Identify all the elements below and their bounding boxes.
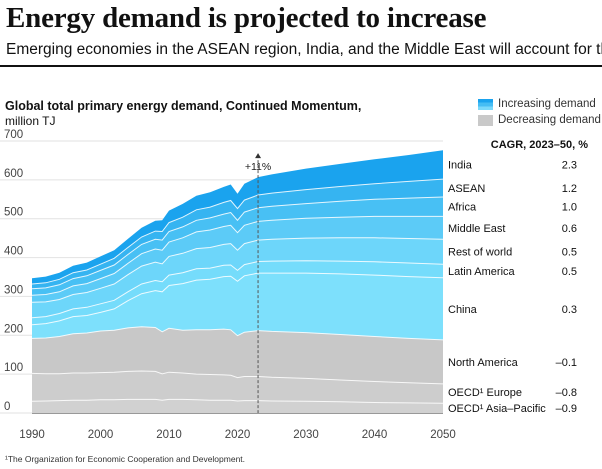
series-label: OECD¹ Europe [448, 387, 522, 399]
series-cagr-value: 0.5 [562, 247, 577, 259]
chart-title: Global total primary energy demand, Cont… [5, 99, 362, 113]
y-tick-label: 400 [4, 246, 23, 258]
legend-label: Increasing demand [498, 98, 596, 110]
band-separator [31, 260, 444, 319]
band-separator [31, 196, 444, 290]
area-oecd-asia-pacific [32, 399, 443, 413]
series-label: North America [448, 357, 519, 369]
series-label: China [448, 304, 478, 316]
page-title: Energy demand is projected to increase [6, 2, 487, 34]
x-tick-label: 2010 [156, 429, 182, 441]
area-india [32, 150, 443, 284]
band-separator [31, 178, 444, 285]
y-tick-label: 600 [4, 168, 23, 180]
area-north-america [32, 326, 443, 384]
y-tick-label: 0 [4, 401, 10, 413]
area-rest-of-world [32, 237, 443, 318]
x-tick-label: 2030 [293, 429, 319, 441]
series-cagr-value: –0.9 [556, 403, 577, 415]
area-oecd-europe [32, 371, 443, 404]
series-label: ASEAN [448, 183, 485, 195]
band-separator [31, 370, 444, 385]
area-middle-east [32, 216, 443, 303]
cagr-header: CAGR, 2023–50, % [491, 139, 588, 151]
area-latin-america [32, 260, 443, 325]
x-tick-label: 2000 [88, 429, 114, 441]
band-separator [31, 398, 444, 404]
series-cagr-value: 0.6 [562, 223, 577, 235]
x-tick-label: 1990 [19, 429, 45, 441]
series-cagr-value: 0.3 [562, 304, 577, 316]
x-tick-label: 2040 [362, 429, 388, 441]
chart-unit-label: million TJ [5, 114, 56, 128]
series-cagr-value: 2.3 [562, 160, 577, 172]
y-tick-label: 500 [4, 207, 23, 219]
legend-label: Decreasing demand [498, 114, 601, 126]
page-subtitle: Emerging economies in the ASEAN region, … [6, 41, 602, 58]
annotation-label: +11% [245, 161, 271, 173]
series-cagr-value: 0.5 [562, 266, 577, 278]
series-label: Africa [448, 202, 477, 214]
annotation-arrow-icon [255, 153, 262, 159]
band-separator [31, 215, 443, 296]
area-asean [32, 179, 443, 289]
x-tick-label: 2050 [430, 429, 456, 441]
series-cagr-value: –0.1 [556, 357, 577, 369]
band-separator [31, 272, 444, 326]
legend-swatch-increasing [478, 99, 493, 110]
series-cagr-value: –0.8 [556, 387, 577, 399]
band-separator [31, 326, 444, 341]
series-label: India [448, 160, 473, 172]
footnote: ¹The Organization for Economic Cooperati… [5, 454, 246, 464]
series-label: Rest of world [448, 247, 512, 259]
series-label: Middle East [448, 223, 505, 235]
series-label: Latin America [448, 266, 516, 278]
series-cagr-value: 1.2 [562, 183, 577, 195]
y-tick-label: 100 [4, 362, 23, 374]
x-tick-label: 2020 [225, 429, 251, 441]
series-cagr-value: 1.0 [562, 202, 577, 214]
legend-swatch-decreasing [478, 115, 493, 126]
y-tick-label: 200 [4, 323, 23, 335]
title-divider [0, 65, 602, 67]
area-china [32, 273, 443, 340]
series-label: OECD¹ Asia–Pacific [448, 403, 546, 415]
band-separator [31, 237, 444, 303]
y-tick-label: 300 [4, 284, 23, 296]
y-tick-label: 700 [4, 129, 23, 141]
